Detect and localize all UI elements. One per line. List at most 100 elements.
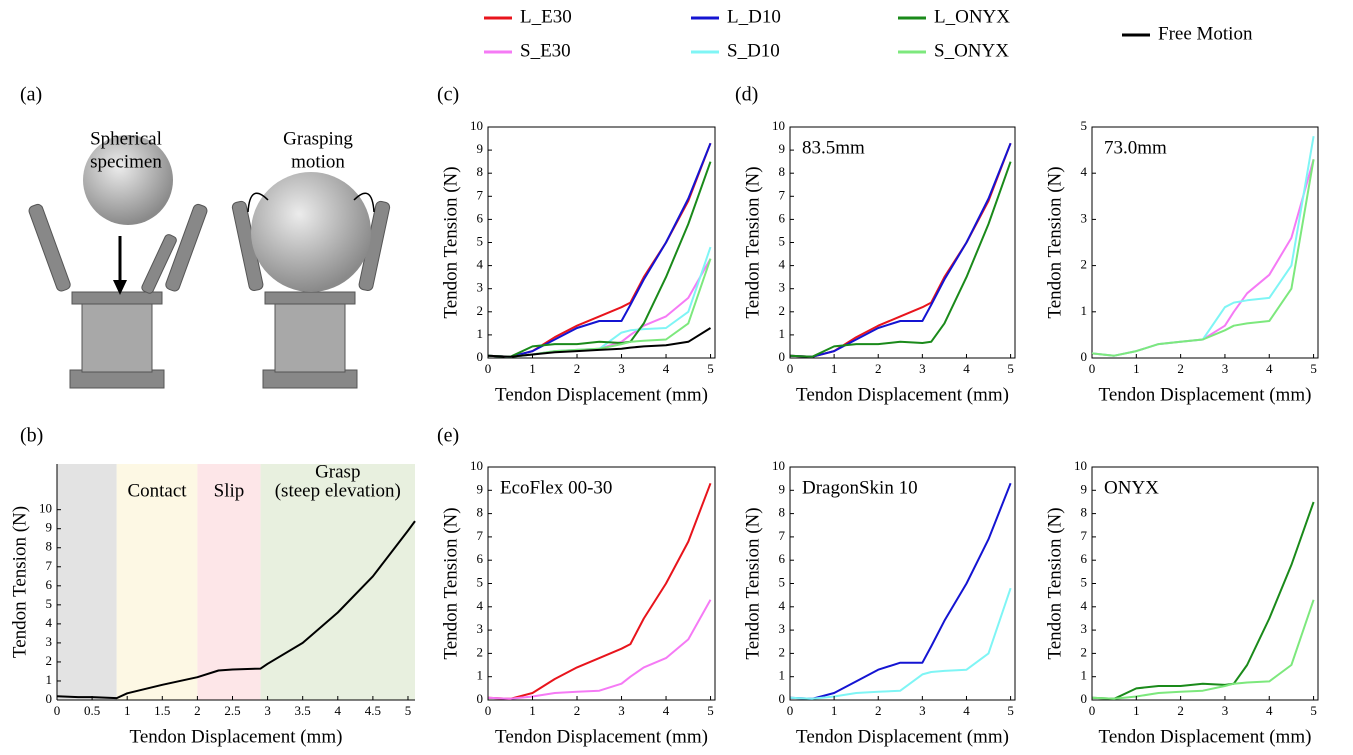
x-tick-label: 5 <box>405 703 412 718</box>
x-tick-label: 5 <box>1007 703 1014 718</box>
panel-label: (a) <box>20 84 42 106</box>
panel-label: (b) <box>20 425 43 447</box>
finger <box>165 203 208 292</box>
y-tick-label: 7 <box>779 528 786 543</box>
y-tick-label: 3 <box>1081 210 1088 225</box>
annotation: ONYX <box>1104 477 1159 498</box>
x-tick-label: 4 <box>663 703 670 718</box>
y-axis-label: Tendon Tension (N) <box>1044 166 1065 318</box>
label: Grasping <box>283 128 353 149</box>
series-line <box>487 327 712 358</box>
series-line <box>487 161 712 358</box>
y-tick-label: 2 <box>477 644 484 659</box>
plot-frame <box>1091 466 1319 701</box>
y-axis-label: Tendon Tension (N) <box>440 166 461 318</box>
y-tick-label: 5 <box>1081 574 1088 589</box>
y-tick-label: 2 <box>779 303 786 318</box>
y-tick-label: 0 <box>1081 349 1088 364</box>
x-tick-label: 5 <box>1310 703 1317 718</box>
x-tick-label: 0 <box>485 703 492 718</box>
y-tick-label: 2 <box>779 644 786 659</box>
region-label: (steep elevation) <box>275 480 401 501</box>
x-tick-label: 0 <box>54 703 61 718</box>
y-tick-label: 4 <box>779 257 786 272</box>
y-tick-label: 5 <box>1081 118 1088 133</box>
arrow <box>247 192 269 213</box>
x-tick-label: 2 <box>1177 361 1184 376</box>
x-tick-label: 4 <box>963 703 970 718</box>
y-tick-label: 7 <box>1081 528 1088 543</box>
x-tick-label: 0 <box>787 703 794 718</box>
region <box>116 464 198 700</box>
y-tick-label: 10 <box>470 118 483 133</box>
x-axis-label: Tendon Displacement (mm) <box>1099 384 1312 405</box>
x-tick-label: 2 <box>1177 703 1184 718</box>
body <box>81 299 153 373</box>
finger <box>141 234 177 294</box>
y-axis-label: Tendon Tension (N) <box>742 166 763 318</box>
base <box>262 369 358 389</box>
y-tick-label: 4 <box>477 598 484 613</box>
x-tick-label: 3 <box>919 361 926 376</box>
x-tick-label: 4.5 <box>365 703 381 718</box>
x-tick-label: 2 <box>574 703 581 718</box>
y-tick-label: 5 <box>477 233 484 248</box>
y-tick-label: 3 <box>477 621 484 636</box>
y-tick-label: 10 <box>772 458 785 473</box>
y-tick-label: 1 <box>779 668 786 683</box>
y-tick-label: 10 <box>470 458 483 473</box>
series-line <box>789 587 1012 700</box>
x-tick-label: 1 <box>831 361 838 376</box>
series-line <box>789 142 1012 358</box>
x-tick-label: 5 <box>707 361 714 376</box>
series-line <box>487 482 712 700</box>
y-tick-label: 8 <box>477 505 484 520</box>
y-tick-label: 5 <box>779 574 786 589</box>
x-axis-label: Tendon Displacement (mm) <box>495 384 708 405</box>
y-tick-label: 6 <box>477 551 484 566</box>
series-line <box>789 482 1012 700</box>
panel-label: (e) <box>437 425 459 447</box>
x-axis-label: Tendon Displacement (mm) <box>1099 726 1312 747</box>
y-tick-label: 3 <box>1081 621 1088 636</box>
annotation: 73.0mm <box>1104 137 1167 158</box>
x-tick-label: 4 <box>663 361 670 376</box>
y-tick-label: 0 <box>779 349 786 364</box>
y-tick-label: 7 <box>477 528 484 543</box>
x-tick-label: 2 <box>875 703 882 718</box>
x-tick-label: 4 <box>963 361 970 376</box>
region-label: Grasp <box>315 461 360 482</box>
label: specimen <box>90 151 162 172</box>
y-tick-label: 2 <box>46 653 53 668</box>
legend-label: S_ONYX <box>934 40 1009 61</box>
x-tick-label: 3 <box>264 703 271 718</box>
x-tick-label: 2 <box>574 361 581 376</box>
region <box>57 464 117 700</box>
y-tick-label: 1 <box>1081 303 1088 318</box>
x-tick-label: 0.5 <box>84 703 100 718</box>
y-tick-label: 4 <box>477 257 484 272</box>
y-tick-label: 2 <box>1081 257 1088 272</box>
y-tick-label: 7 <box>46 558 53 573</box>
y-tick-label: 6 <box>1081 551 1088 566</box>
plot-frame <box>1091 126 1319 359</box>
y-tick-label: 3 <box>477 280 484 295</box>
series-line <box>56 520 416 700</box>
arrow-head <box>113 280 127 295</box>
x-axis-label: Tendon Displacement (mm) <box>130 726 343 747</box>
legend-label: L_E30 <box>520 6 572 27</box>
region-label: Slip <box>214 480 245 501</box>
legend-label: S_D10 <box>727 40 780 61</box>
y-tick-label: 1 <box>477 326 484 341</box>
y-tick-label: 0 <box>1081 691 1088 706</box>
legend-label: L_ONYX <box>934 6 1010 27</box>
x-tick-label: 0 <box>1089 361 1096 376</box>
x-tick-label: 0 <box>485 361 492 376</box>
region-label: Contact <box>127 480 187 501</box>
y-tick-label: 8 <box>779 164 786 179</box>
x-tick-label: 5 <box>1310 361 1317 376</box>
x-tick-label: 1 <box>831 703 838 718</box>
arrow <box>353 192 375 213</box>
x-tick-label: 4 <box>1266 703 1273 718</box>
y-tick-label: 7 <box>477 187 484 202</box>
